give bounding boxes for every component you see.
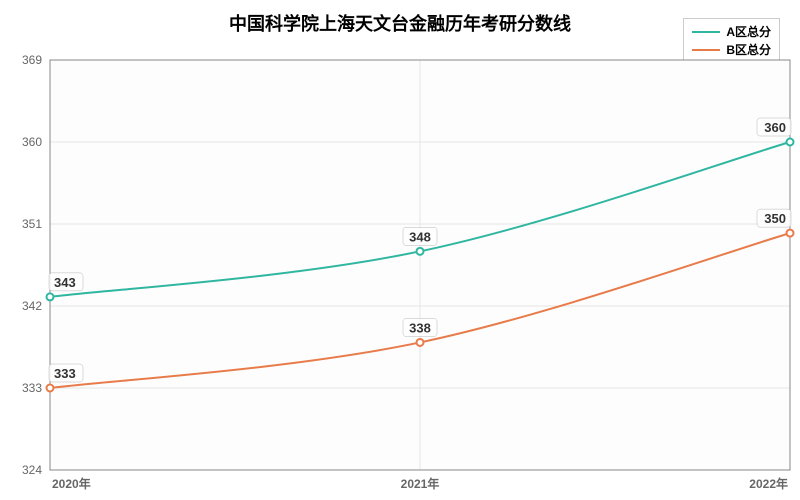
data-label: 343 (54, 275, 76, 290)
data-point (787, 139, 794, 146)
data-point (417, 248, 424, 255)
data-point (47, 385, 54, 392)
data-point (417, 339, 424, 346)
x-tick-label: 2021年 (401, 476, 440, 491)
data-point (47, 293, 54, 300)
y-tick-label: 342 (22, 299, 42, 313)
x-tick-label: 2022年 (749, 476, 788, 491)
y-tick-label: 360 (22, 135, 42, 149)
data-label: 338 (409, 320, 431, 335)
data-label: 350 (764, 211, 786, 226)
data-point (787, 230, 794, 237)
y-tick-label: 351 (22, 217, 42, 231)
x-tick-label: 2020年 (52, 476, 91, 491)
data-label: 360 (764, 120, 786, 135)
y-tick-label: 333 (22, 381, 42, 395)
chart-container: 中国科学院上海天文台金融历年考研分数线 A区总分 B区总分 3243333423… (0, 0, 800, 500)
data-label: 348 (409, 229, 431, 244)
data-label: 333 (54, 366, 76, 381)
y-tick-label: 324 (22, 463, 42, 477)
y-tick-label: 369 (22, 53, 42, 67)
chart-svg: 324 333 342 351 360 369 2020年 2021年 2022年 343 348 3… (0, 0, 800, 500)
